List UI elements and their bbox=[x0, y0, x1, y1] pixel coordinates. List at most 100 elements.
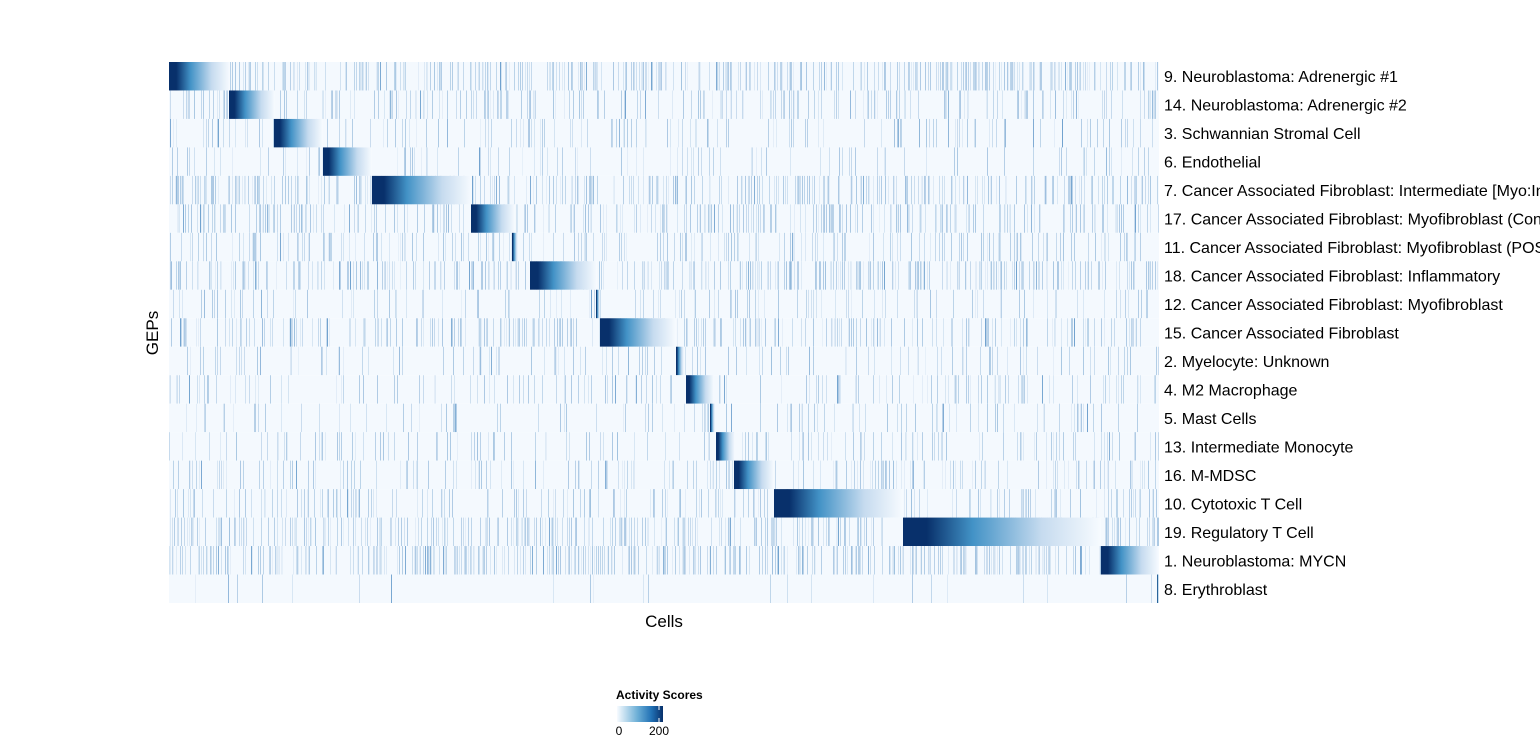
heatmap-cell bbox=[484, 318, 485, 347]
heatmap-cell bbox=[781, 546, 782, 575]
heatmap-cell bbox=[250, 62, 251, 91]
heatmap-cell bbox=[1069, 175, 1070, 205]
heatmap-cell bbox=[917, 432, 918, 461]
heatmap-cell bbox=[719, 517, 720, 547]
heatmap-cell bbox=[1098, 175, 1099, 205]
heatmap-cell bbox=[1000, 232, 1001, 262]
heatmap-cell bbox=[346, 118, 347, 148]
heatmap-cell bbox=[836, 62, 837, 91]
heatmap-cell bbox=[848, 318, 849, 347]
heatmap-cell bbox=[696, 318, 697, 347]
heatmap-cell bbox=[340, 261, 341, 290]
heatmap-cell bbox=[770, 90, 771, 119]
heatmap-cell bbox=[412, 147, 413, 176]
heatmap-cell bbox=[624, 489, 625, 518]
heatmap-cell bbox=[931, 574, 932, 603]
heatmap-cell bbox=[890, 232, 891, 262]
heatmap-cell bbox=[460, 318, 461, 347]
heatmap-cell bbox=[959, 175, 960, 205]
heatmap-cell bbox=[1053, 261, 1054, 290]
heatmap-cell bbox=[697, 204, 698, 233]
heatmap-cell bbox=[1111, 147, 1112, 176]
heatmap-cell bbox=[756, 147, 757, 176]
heatmap-cell bbox=[494, 175, 495, 205]
heatmap-cell bbox=[948, 90, 949, 119]
heatmap-cell bbox=[186, 90, 187, 119]
heatmap-cell bbox=[1078, 90, 1079, 119]
heatmap-cell bbox=[369, 546, 370, 575]
heatmap-cell bbox=[725, 546, 726, 575]
heatmap-cell bbox=[753, 489, 754, 518]
heatmap-cell bbox=[821, 289, 822, 319]
heatmap-cell bbox=[851, 318, 852, 347]
heatmap-cell bbox=[434, 204, 435, 233]
heatmap-cell bbox=[719, 375, 720, 404]
heatmap-cell bbox=[216, 517, 217, 547]
heatmap-cell bbox=[1005, 204, 1006, 233]
heatmap-cell bbox=[215, 261, 216, 290]
heatmap-cell bbox=[341, 517, 342, 547]
heatmap-cell bbox=[507, 517, 508, 547]
heatmap-cell bbox=[1100, 460, 1101, 490]
heatmap-cell bbox=[1117, 517, 1118, 547]
heatmap-cell bbox=[808, 403, 809, 433]
heatmap-cell bbox=[920, 62, 921, 91]
heatmap-cell bbox=[694, 289, 695, 319]
heatmap-cell bbox=[673, 460, 674, 490]
heatmap-cell bbox=[1144, 147, 1145, 176]
heatmap-cell bbox=[992, 318, 993, 347]
heatmap-cell bbox=[683, 546, 684, 575]
heatmap-cell bbox=[962, 346, 963, 376]
heatmap-cell bbox=[768, 118, 769, 148]
heatmap-cell bbox=[1031, 62, 1032, 91]
heatmap-cell bbox=[192, 460, 193, 490]
heatmap-cell bbox=[509, 289, 510, 319]
heatmap-cell bbox=[841, 318, 842, 347]
heatmap-cell bbox=[703, 90, 704, 119]
heatmap-cell bbox=[704, 403, 705, 433]
heatmap-cell bbox=[720, 147, 721, 176]
heatmap-cell bbox=[622, 460, 623, 490]
heatmap-cell bbox=[534, 517, 535, 547]
heatmap-cell bbox=[652, 62, 653, 91]
heatmap-cell bbox=[633, 175, 634, 205]
heatmap-cell bbox=[444, 204, 445, 233]
heatmap-cell bbox=[775, 90, 776, 119]
row-label: 9. Neuroblastoma: Adrenergic #1 bbox=[1164, 69, 1398, 86]
heatmap-cell bbox=[606, 346, 607, 376]
heatmap-cell bbox=[713, 460, 714, 490]
heatmap-cell bbox=[1092, 175, 1093, 205]
heatmap-cell bbox=[675, 289, 676, 319]
heatmap-cell bbox=[277, 517, 278, 547]
heatmap-cell bbox=[1085, 318, 1086, 347]
heatmap-cell bbox=[998, 375, 999, 404]
heatmap-cell bbox=[1134, 261, 1135, 290]
heatmap-cell bbox=[773, 118, 774, 148]
heatmap-cell bbox=[556, 175, 557, 205]
heatmap-cell bbox=[504, 432, 505, 461]
heatmap-cell bbox=[664, 261, 665, 290]
heatmap-cell bbox=[794, 261, 795, 290]
heatmap-cell bbox=[235, 375, 236, 404]
heatmap-cell bbox=[306, 546, 307, 575]
heatmap-cell bbox=[785, 175, 786, 205]
heatmap-cell bbox=[780, 62, 781, 91]
heatmap-cell bbox=[790, 204, 791, 233]
heatmap-cell bbox=[337, 90, 338, 119]
heatmap-cell bbox=[640, 289, 641, 319]
heatmap-cell bbox=[218, 546, 219, 575]
heatmap-cell bbox=[419, 375, 420, 404]
heatmap-cell bbox=[1148, 175, 1149, 205]
heatmap-cell bbox=[258, 403, 259, 433]
heatmap-cell bbox=[831, 432, 832, 461]
heatmap-cell bbox=[241, 517, 242, 547]
heatmap-cell bbox=[445, 232, 446, 262]
heatmap-cell bbox=[619, 232, 620, 262]
heatmap-cell bbox=[869, 232, 870, 262]
heatmap-cell bbox=[324, 232, 325, 262]
heatmap-cell bbox=[1016, 232, 1017, 262]
heatmap-cell bbox=[620, 204, 621, 233]
heatmap-cell bbox=[921, 546, 922, 575]
heatmap-cell bbox=[641, 375, 642, 404]
heatmap-cell bbox=[999, 62, 1000, 91]
